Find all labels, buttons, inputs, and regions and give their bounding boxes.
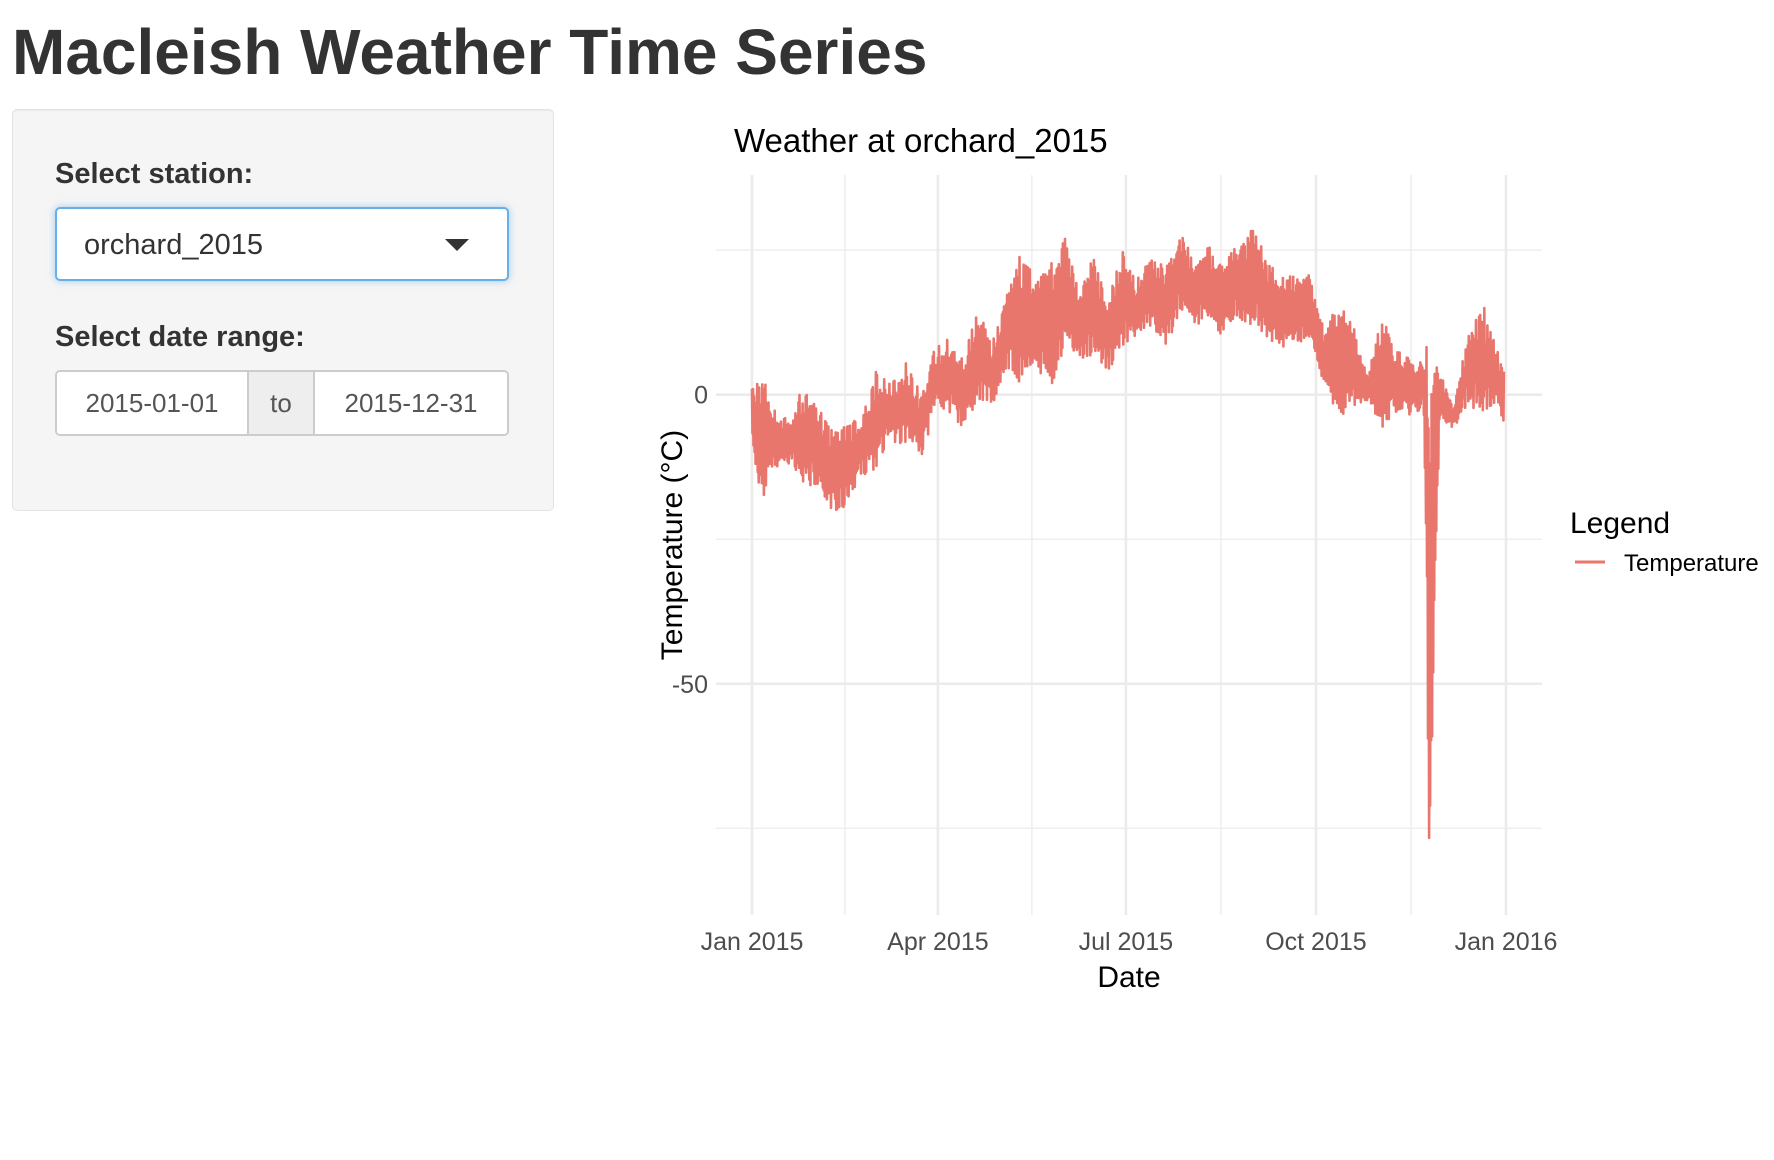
y-axis-label: Temperature (°C) xyxy=(656,430,689,660)
legend-title: Legend xyxy=(1570,507,1670,540)
station-select[interactable]: orchard_2015 xyxy=(55,207,509,281)
x-tick-label: Jul 2015 xyxy=(1079,928,1174,956)
page-title: Macleish Weather Time Series xyxy=(12,16,928,88)
y-tick-label: -50 xyxy=(672,671,708,699)
end-date-input[interactable]: 2015-12-31 xyxy=(315,372,507,434)
legend-label-temperature: Temperature xyxy=(1624,550,1759,577)
station-select-value: orchard_2015 xyxy=(84,229,263,261)
weather-chart: Jan 2015 Apr 2015 Jul 2015 Oct 2015 Jan 2016… xyxy=(656,122,1759,994)
chevron-down-icon[interactable] xyxy=(445,239,469,251)
x-tick-label: Jan 2015 xyxy=(701,928,804,956)
date-range-label: Select date range: xyxy=(55,321,305,353)
x-tick-label: Apr 2015 xyxy=(887,928,988,956)
station-label: Select station: xyxy=(55,158,254,190)
x-axis-label: Date xyxy=(1097,961,1160,994)
sidebar-panel: Select station: orchard_2015 Select date… xyxy=(12,109,554,511)
temperature-series-line xyxy=(750,229,1506,840)
date-range-separator: to xyxy=(247,372,315,434)
x-tick-label: Jan 2016 xyxy=(1455,928,1558,956)
x-tick-label: Oct 2015 xyxy=(1265,928,1366,956)
y-tick-label: 0 xyxy=(694,382,708,410)
start-date-input[interactable]: 2015-01-01 xyxy=(57,372,247,434)
chart-title: Weather at orchard_2015 xyxy=(734,122,1108,159)
date-range-input: 2015-01-01 to 2015-12-31 xyxy=(55,370,509,436)
